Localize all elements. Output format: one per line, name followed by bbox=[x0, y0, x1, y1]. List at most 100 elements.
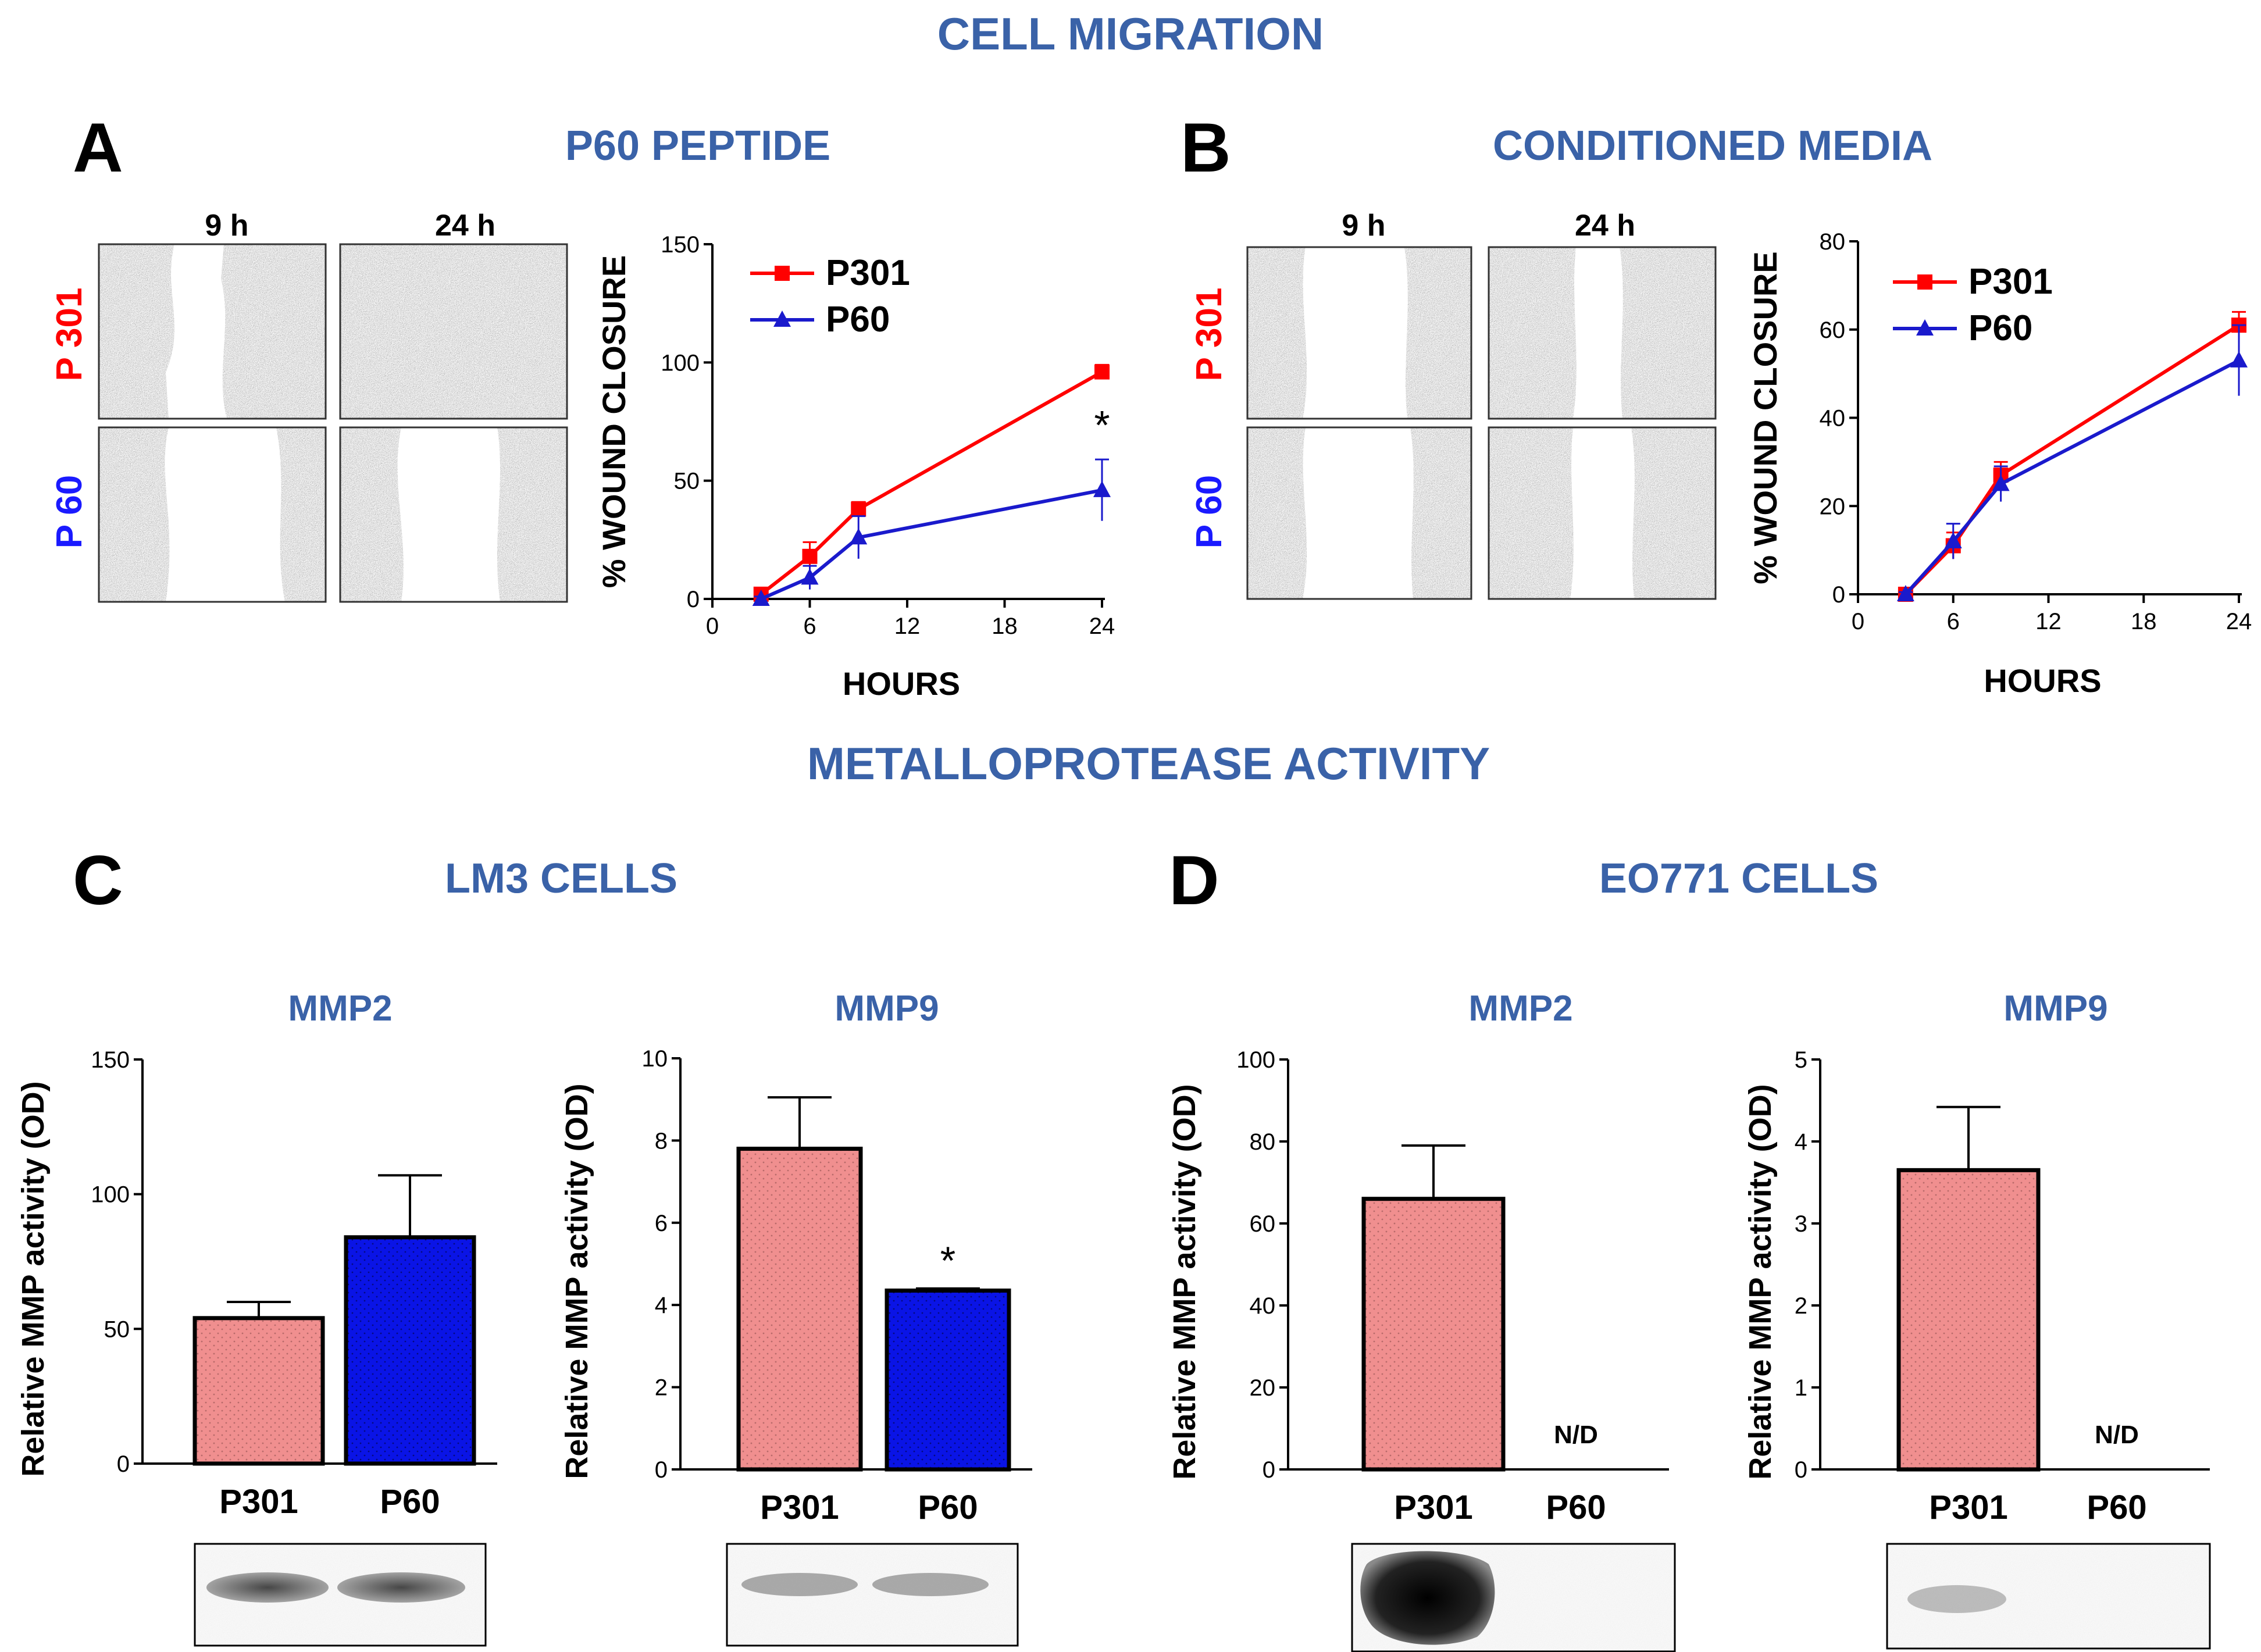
legend-label-P60: P60 bbox=[826, 299, 890, 340]
heading-cell-migration: CELL MIGRATION bbox=[937, 8, 1324, 59]
x-tick-label: 18 bbox=[992, 613, 1018, 639]
data-point-P60 bbox=[1093, 480, 1111, 497]
y-tick-label: 80 bbox=[1250, 1129, 1276, 1155]
micrograph-row-p60: P 60 bbox=[1189, 475, 1229, 548]
y-tick-label: 50 bbox=[104, 1316, 130, 1342]
x-tick-label: 24 bbox=[1089, 613, 1115, 639]
data-point-P60 bbox=[850, 528, 868, 545]
x-tick-label: 6 bbox=[1947, 609, 1960, 634]
legend-label-P301: P301 bbox=[1968, 262, 2053, 302]
gel-c-mmp2 bbox=[194, 1543, 487, 1647]
panel-letter-d: D bbox=[1169, 841, 1219, 919]
data-point-P301 bbox=[1094, 364, 1110, 380]
y-tick-label: 1 bbox=[1795, 1375, 1807, 1401]
category-label: P301 bbox=[219, 1483, 298, 1521]
chart-d-mmp9: 0 1 2 3 4 5 MMP9 Relative MMP activity (OD) P301… bbox=[1743, 989, 2210, 1526]
chart-a-wound-closure: 0 50 100 150 0 6 12 18 24 HOURS % WOUND CLOSURE P30… bbox=[595, 232, 1115, 702]
bar-P301 bbox=[1361, 1197, 1506, 1472]
chart-title: MMP9 bbox=[834, 989, 939, 1029]
y-axis-label: % WOUND CLOSURE bbox=[595, 255, 632, 588]
gel-d-mmp9 bbox=[1886, 1543, 2211, 1650]
legend-marker-P301 bbox=[1917, 274, 1932, 290]
x-axis-label: HOURS bbox=[1984, 662, 2101, 699]
legend-marker-P60 bbox=[1916, 319, 1934, 336]
x-tick-label: 0 bbox=[706, 613, 719, 639]
micrograph-row-p301: P 301 bbox=[1189, 288, 1229, 381]
legend-marker-P60 bbox=[773, 311, 791, 327]
chart-title: MMP2 bbox=[288, 989, 392, 1029]
x-tick-label: 0 bbox=[1852, 609, 1864, 634]
bar-P301 bbox=[1896, 1168, 2041, 1472]
significance-marker: * bbox=[940, 1239, 955, 1283]
y-tick-label: 2 bbox=[1795, 1293, 1807, 1319]
y-tick-label: 20 bbox=[1250, 1375, 1276, 1401]
y-tick-label: 3 bbox=[1795, 1211, 1807, 1237]
y-tick-label: 150 bbox=[91, 1047, 130, 1073]
micrograph-label-24h: 24 h bbox=[435, 209, 495, 242]
y-tick-label: 150 bbox=[661, 232, 700, 258]
panel-title-b: CONDITIONED MEDIA bbox=[1493, 123, 1932, 169]
micrograph-row-p301: P 301 bbox=[49, 288, 90, 381]
y-tick-label: 0 bbox=[655, 1457, 668, 1483]
x-tick-label: 18 bbox=[2131, 609, 2157, 634]
data-point-P60 bbox=[2230, 351, 2248, 367]
legend-marker-P301 bbox=[775, 266, 790, 281]
micrograph-a-p301-9h bbox=[98, 243, 327, 420]
legend-label-P60: P60 bbox=[1968, 308, 2032, 348]
micrograph-a-p60-24h bbox=[339, 426, 568, 603]
gel-c-mmp9 bbox=[726, 1543, 1019, 1647]
micrograph-row-p60: P 60 bbox=[49, 475, 90, 548]
y-tick-label: 0 bbox=[1795, 1457, 1807, 1483]
x-axis-label: HOURS bbox=[843, 665, 960, 702]
data-point-P60 bbox=[1896, 585, 1914, 601]
micrograph-b-p60-24h bbox=[1488, 426, 1717, 600]
micrograph-label-24h: 24 h bbox=[1575, 209, 1635, 242]
data-point-P301 bbox=[851, 501, 866, 517]
y-tick-label: 2 bbox=[655, 1375, 668, 1401]
chart-c-mmp2: 0 50 100 150 MMP2 Relative MMP activity (OD) P… bbox=[16, 989, 497, 1521]
y-tick-label: 0 bbox=[687, 587, 700, 612]
chart-c-mmp9: 0 2 4 6 8 10 MMP9 Relative MMP activity (OD) P30… bbox=[559, 989, 1032, 1526]
micrographs-a: 9 h 24 h P 301 P 60 bbox=[49, 209, 568, 603]
y-tick-label: 0 bbox=[1263, 1457, 1275, 1483]
series-line-P60 bbox=[760, 488, 1103, 601]
x-tick-label: 12 bbox=[894, 613, 921, 639]
micrograph-label-9h: 9 h bbox=[1342, 209, 1385, 242]
gel-d-mmp2 bbox=[1351, 1543, 1676, 1652]
micrograph-a-p60-9h bbox=[98, 426, 327, 603]
bar-P301 bbox=[736, 1147, 863, 1472]
y-tick-label: 4 bbox=[655, 1293, 668, 1318]
data-point-P60 bbox=[1944, 531, 1962, 548]
chart-b-wound-closure: 0 20 40 60 80 0 6 12 18 24 HOURS % WOUND CLOSURE P30… bbox=[1747, 229, 2252, 699]
heading-metalloprotease: METALLOPROTEASE ACTIVITY bbox=[807, 738, 1490, 789]
y-tick-label: 6 bbox=[655, 1211, 668, 1236]
bar-P301 bbox=[192, 1316, 325, 1466]
series-line-P301 bbox=[759, 370, 1103, 596]
category-label: P60 bbox=[918, 1489, 978, 1526]
y-tick-label: 100 bbox=[661, 350, 700, 376]
panel-title-d: EO771 CELLS bbox=[1599, 855, 1878, 902]
category-label: P60 bbox=[380, 1483, 440, 1521]
y-tick-label: 100 bbox=[91, 1182, 130, 1208]
micrograph-a-p301-24h bbox=[339, 243, 568, 420]
y-axis-label: Relative MMP activity (OD) bbox=[1167, 1084, 1202, 1479]
y-tick-label: 40 bbox=[1250, 1293, 1276, 1319]
panel-letter-c: C bbox=[73, 841, 123, 919]
data-point-P60 bbox=[1992, 474, 2010, 491]
x-tick-label: 6 bbox=[803, 613, 816, 639]
panel-letter-b: B bbox=[1181, 109, 1231, 187]
data-point-P301 bbox=[802, 548, 818, 564]
y-axis-label: Relative MMP activity (OD) bbox=[559, 1083, 594, 1479]
category-label: P60 bbox=[1546, 1489, 1606, 1526]
micrograph-b-p301-9h bbox=[1246, 246, 1472, 420]
y-tick-label: 20 bbox=[1820, 494, 1846, 519]
category-label: P301 bbox=[1394, 1489, 1472, 1526]
x-tick-label: 24 bbox=[2226, 609, 2252, 634]
y-tick-label: 10 bbox=[642, 1046, 668, 1072]
y-tick-label: 80 bbox=[1820, 229, 1846, 255]
series-line-P301 bbox=[1904, 323, 2240, 596]
not-detected-label: N/D bbox=[1554, 1421, 1598, 1449]
y-axis-label: % WOUND CLOSURE bbox=[1747, 251, 1784, 584]
y-tick-label: 5 bbox=[1795, 1047, 1807, 1073]
